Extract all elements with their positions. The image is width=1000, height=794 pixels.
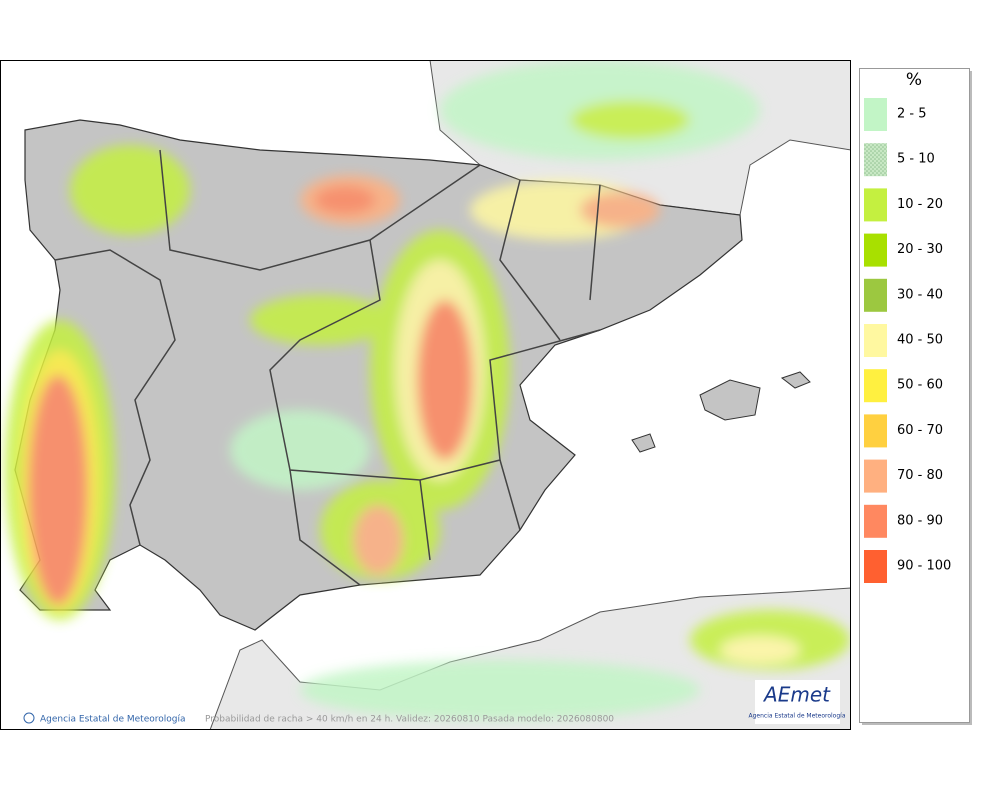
logo-name: AEmet (762, 683, 831, 707)
legend-label: 90 - 100 (897, 559, 951, 574)
legend-label: 80 - 90 (897, 513, 943, 528)
legend-swatch (864, 550, 887, 583)
legend-label: 20 - 30 (897, 242, 943, 257)
legend-swatch (864, 504, 887, 538)
legend-label: 70 - 80 (897, 468, 943, 483)
logo-subtitle: Agencia Estatal de Meteorología (749, 713, 846, 720)
caption: Probabilidad de racha > 40 km/h en 24 h.… (205, 715, 614, 725)
region-border (499, 179, 601, 341)
menorca (780, 371, 811, 389)
map-frame (0, 60, 851, 730)
portugal-border (54, 249, 176, 546)
region-border (159, 149, 481, 271)
legend-swatch (864, 278, 887, 312)
legend-title: % (906, 70, 922, 90)
legend-label: 40 - 50 (897, 333, 943, 348)
legend-label: 10 - 20 (897, 197, 943, 212)
legend-swatch (864, 233, 887, 267)
region-border (289, 459, 521, 586)
probability-field (5, 60, 850, 720)
logo-box (755, 680, 840, 724)
legend-swatch (864, 414, 887, 448)
map (0, 60, 851, 730)
legend-swatch (864, 459, 887, 493)
legend-label: 2 - 5 (897, 107, 927, 122)
credit: Agencia Estatal de Meteorología (40, 715, 186, 725)
mallorca (699, 379, 761, 421)
legend-label: 5 - 10 (897, 152, 935, 167)
legend-swatch (864, 324, 887, 357)
legend-label: 30 - 40 (897, 287, 943, 302)
legend-swatch (864, 188, 887, 222)
legend-items: 2 - 5 5 - 10 10 - 20 20 - 30 30 - 40 40 - 50 5… (864, 98, 951, 583)
copyright-icon (23, 712, 35, 724)
legend-swatch (864, 143, 887, 177)
borders (54, 149, 601, 586)
legend-label: 50 - 60 (897, 378, 943, 393)
legend-swatch (864, 98, 887, 131)
ibiza (631, 433, 656, 453)
legend-label: 60 - 70 (897, 423, 943, 438)
legend-swatch (864, 369, 887, 403)
